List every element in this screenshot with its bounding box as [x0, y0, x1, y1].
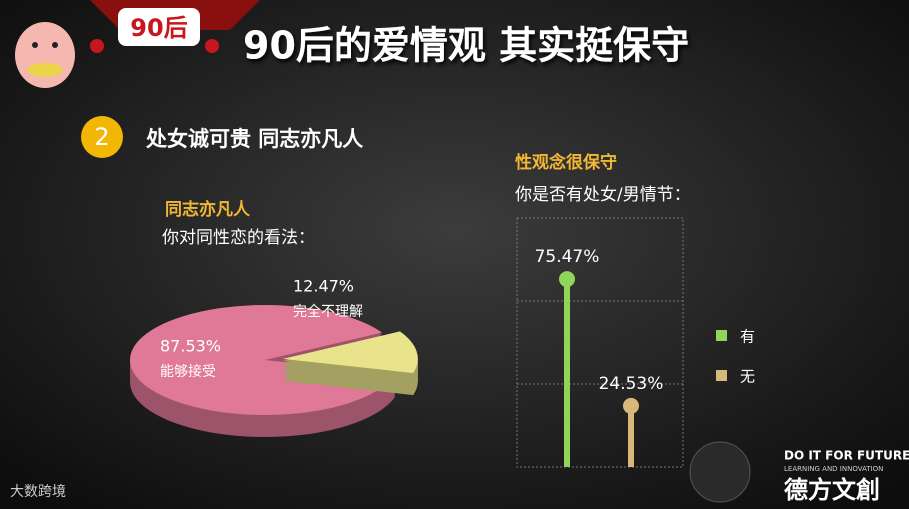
brand: 德方文創	[784, 476, 880, 504]
pie-slice	[282, 331, 418, 374]
chart-title: 性观念很保守	[515, 152, 617, 173]
data-label: 24.53%	[599, 374, 664, 394]
data-label: 12.47%	[293, 277, 354, 296]
stem	[564, 279, 570, 467]
plus-icon	[205, 39, 219, 53]
stem	[628, 405, 634, 467]
category-label: 完全不理解	[293, 303, 363, 320]
mascot	[15, 22, 75, 88]
brain-logo	[689, 441, 751, 503]
data-label: 75.47%	[535, 247, 600, 267]
legend-label: 有	[740, 328, 755, 346]
category-label: 能够接受	[160, 363, 216, 380]
footer: 大数跨境 DO IT FOR FUTURE LEARNING AND INNOV…	[10, 441, 909, 504]
footer-logo: 大数跨境	[10, 484, 66, 500]
chart-title: 同志亦凡人	[165, 199, 251, 220]
badge	[118, 8, 200, 46]
slogan-sub: LEARNING AND INNOVATION	[784, 465, 883, 473]
section-title: 处女诚可贵 同志亦凡人	[145, 127, 363, 151]
marker	[559, 271, 575, 288]
pie-slice	[129, 304, 396, 415]
legend-swatch	[716, 370, 727, 381]
legend-label: 无	[740, 368, 755, 386]
slogan: DO IT FOR FUTURE	[784, 449, 909, 463]
legend-swatch	[716, 330, 727, 341]
plot-frame	[516, 217, 684, 468]
badge-text: 90后	[130, 14, 187, 42]
slide-title: 90后的爱情观 其实挺保守	[243, 24, 689, 68]
plus-icon	[90, 39, 104, 53]
chart-subtitle: 你是否有处女/男情节：	[515, 185, 691, 205]
chart-subtitle: 你对同性恋的看法：	[162, 227, 315, 248]
data-label: 87.53%	[160, 337, 221, 356]
section-number: 2	[94, 123, 109, 151]
section-icon	[81, 116, 123, 158]
marker	[623, 397, 639, 414]
